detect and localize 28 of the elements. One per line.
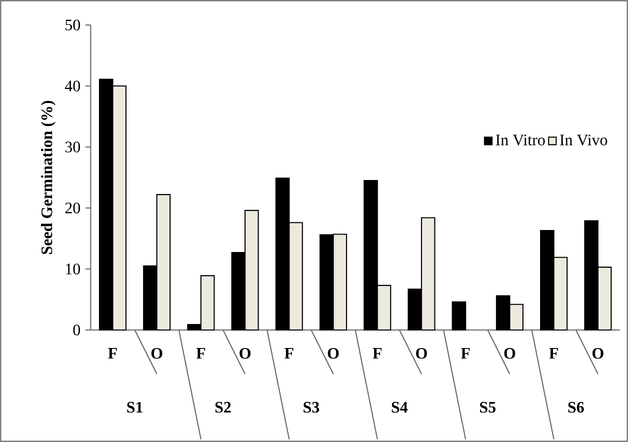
y-tick-label: 0 (73, 324, 80, 336)
y-tick-label: 30 (65, 142, 80, 152)
y-tick-label: 40 (64, 80, 80, 92)
x-tick-label: O (592, 348, 604, 359)
bar (452, 301, 466, 331)
x-tick-label: O (504, 348, 516, 359)
x-tick-label: O (240, 348, 251, 359)
x-tick-label: O (416, 348, 427, 359)
legend-label: In Vitro (496, 134, 545, 146)
text: S2 (215, 402, 231, 413)
text: S6 (568, 402, 584, 413)
y-tick-label: 10 (66, 264, 80, 274)
x-tick-label: F (196, 348, 206, 359)
x-tick-label: F (284, 348, 294, 359)
x-tick-label: F (372, 348, 382, 359)
x-tick-label: F (460, 348, 470, 359)
text: S3 (304, 402, 320, 413)
x-tick-label: O (151, 348, 162, 359)
x-tick-label: F (549, 348, 558, 359)
y-tick-label: 50 (66, 20, 80, 30)
y-axis-title: Seed Germination (%) (40, 100, 56, 254)
x-tick-label: O (328, 348, 339, 359)
legend-label: In Vivo (560, 134, 608, 146)
text: S5 (480, 402, 496, 413)
text: S4 (392, 402, 408, 413)
text: S1 (127, 402, 142, 413)
y-tick-label: 20 (65, 202, 80, 214)
x-tick-label: F (108, 348, 117, 359)
